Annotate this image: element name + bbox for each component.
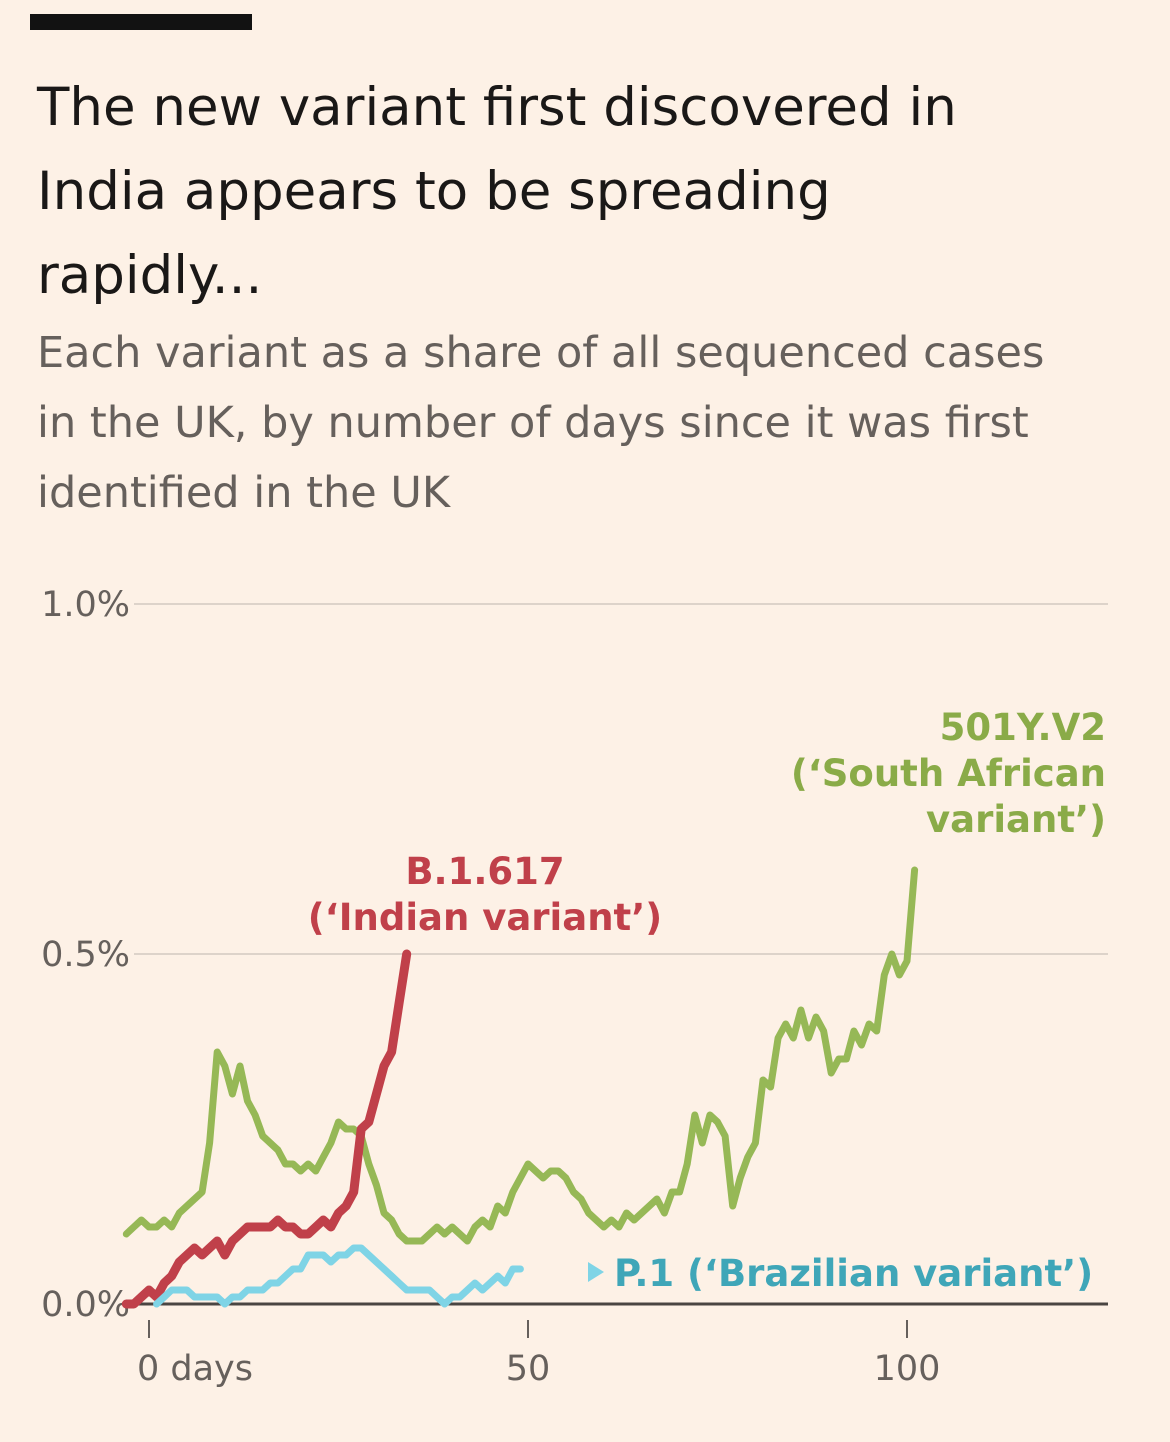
x-tick-label: 50 (506, 1349, 551, 1389)
series-line-south-african (122, 866, 919, 1245)
series-label-indian: B.1.617 (405, 850, 564, 893)
x-tick-label: 100 (874, 1349, 941, 1389)
x-axis: 0 days 50 100 (137, 1320, 940, 1389)
series-label-indian: (‘Indian variant’) (308, 896, 662, 939)
chart-subtitle: Each variant as a share of all sequenced… (37, 328, 1045, 518)
series-label-south-african: 501Y.V2 (940, 706, 1106, 749)
x-tick-label: 0 days (137, 1349, 253, 1389)
series-label-south-african: variant’) (926, 798, 1106, 841)
y-tick-label: 0.5% (41, 935, 130, 975)
series-line-brazilian (153, 1244, 524, 1308)
gridlines (134, 603, 1108, 1306)
series-lines (121, 866, 919, 1309)
y-tick-label: 1.0% (41, 585, 130, 625)
series-label-brazilian: P.1 (‘Brazilian variant’) (614, 1252, 1093, 1295)
y-tick-label: 0.0% (41, 1285, 130, 1325)
series-line-indian (121, 949, 412, 1309)
chart-title: The new variant first discovered in Indi… (37, 77, 957, 306)
brand-bar (30, 14, 252, 30)
brazilian-label-arrow (588, 1262, 604, 1282)
series-label-south-african: (‘South African (791, 752, 1106, 795)
y-axis: 0.0% 0.5% 1.0% (41, 585, 130, 1325)
